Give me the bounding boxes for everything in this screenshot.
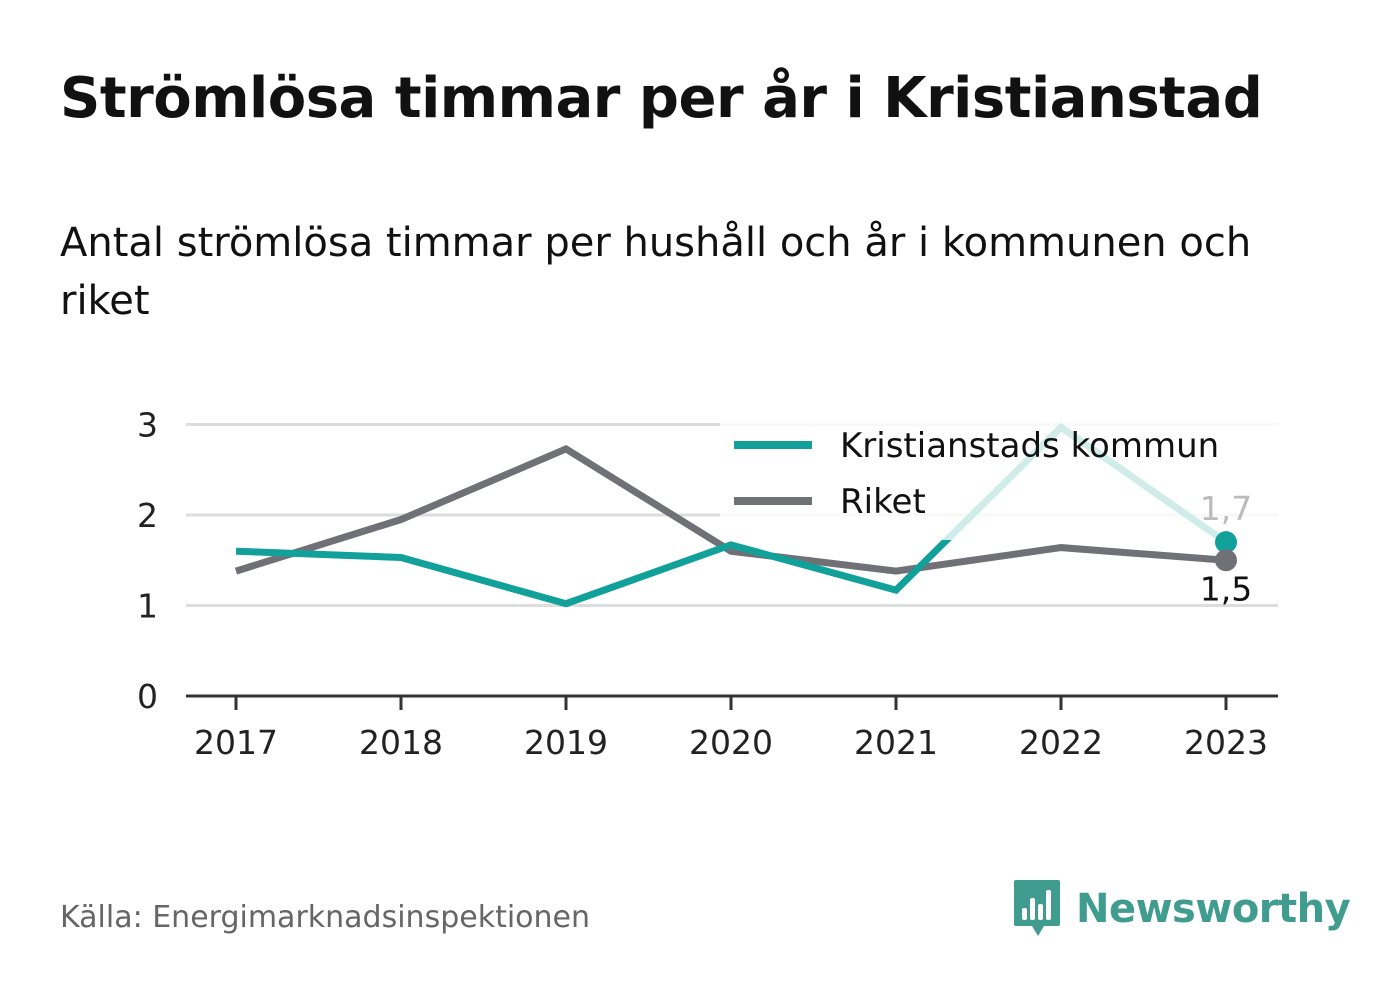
series-line-riket	[234, 445, 1227, 575]
end-marker-kristianstad	[1215, 531, 1237, 554]
x-axis: 2017 2018 2019 2020 2021 2022 2023	[186, 694, 1278, 762]
brand-name: Newsworthy	[1076, 886, 1351, 932]
data-label-riket: 1,5	[1200, 569, 1252, 608]
bar-chart-speech-bubble-icon	[1014, 880, 1060, 936]
x-tick-label: 2019	[524, 723, 608, 762]
legend-background	[720, 415, 1280, 540]
legend: Kristianstads kommun Riket	[734, 426, 1219, 522]
x-tick-label: 2018	[359, 723, 443, 762]
end-marker-riket	[1215, 549, 1237, 572]
legend-label-riket: Riket	[840, 482, 926, 522]
end-markers: 1,7 1,5	[1200, 489, 1252, 608]
y-tick-label: 0	[137, 677, 158, 716]
x-tick-label: 2021	[854, 723, 938, 762]
chart-title: Strömlösa timmar per år i Kristianstad	[60, 66, 1263, 131]
chart-subtitle: Antal strömlösa timmar per hushåll och å…	[60, 220, 1252, 324]
y-tick-label: 3	[137, 406, 158, 445]
legend-label-kristianstad: Kristianstads kommun	[840, 426, 1219, 466]
x-tick-label: 2023	[1184, 723, 1268, 762]
x-tick-label: 2020	[689, 723, 773, 762]
source-note: Källa: Energimarknadsinspektionen	[60, 900, 591, 935]
newsworthy-logo: Newsworthy	[1012, 878, 1351, 940]
x-tick-label: 2022	[1019, 723, 1103, 762]
y-axis-tick-labels: 0 1 2 3	[137, 406, 158, 717]
data-label-kristianstad: 1,7	[1200, 489, 1252, 528]
y-tick-label: 2	[137, 496, 158, 535]
x-tick-label: 2017	[194, 723, 278, 762]
y-tick-label: 1	[137, 587, 158, 626]
